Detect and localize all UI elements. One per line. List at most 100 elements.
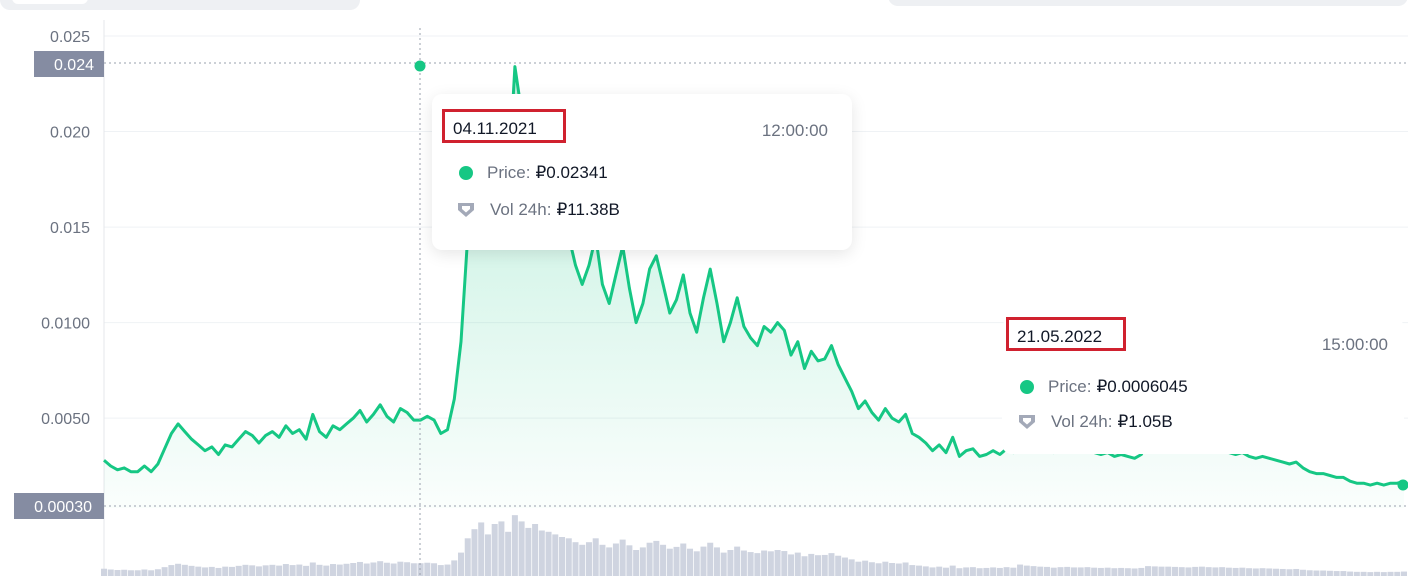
volume-bar	[895, 563, 902, 576]
y-tick-label: 0.0100	[41, 316, 90, 333]
volume-bar	[1374, 571, 1381, 576]
volume-bar	[1077, 567, 1084, 576]
volume-bar	[754, 553, 761, 576]
volume-bar	[1010, 567, 1017, 576]
volume-bar	[673, 546, 680, 576]
volume-bar	[828, 553, 835, 576]
volume-bar	[1097, 567, 1104, 576]
price-area	[104, 66, 1404, 508]
volume-bar	[208, 566, 215, 576]
volume-bar	[464, 538, 471, 576]
volume-label: Vol 24h:	[490, 200, 552, 219]
volume-bar	[1185, 567, 1192, 576]
volume-bar	[1387, 571, 1394, 576]
volume-bar	[1104, 567, 1111, 576]
tooltip-volume-row: Vol 24h: ₽1.05B	[1017, 412, 1173, 432]
volume-bar	[1239, 567, 1246, 576]
volume-bar	[471, 529, 478, 576]
volume-bar	[909, 565, 916, 576]
volume-bar	[188, 565, 195, 576]
volume-bar	[101, 568, 107, 576]
volume-bar	[1299, 569, 1306, 576]
volume-bar	[518, 521, 525, 576]
volume-bar	[983, 567, 990, 576]
hover-point-2[interactable]	[1397, 479, 1408, 491]
volume-bar	[1030, 566, 1037, 576]
volume-bar	[1084, 567, 1091, 576]
volume-bar	[990, 567, 997, 576]
volume-bar	[397, 561, 404, 576]
tooltip-2: 21.05.2022 15:00:00 Price: ₽0.0006045 Vo…	[1002, 317, 1404, 454]
hover-point-1[interactable]	[414, 60, 426, 72]
volume-bar	[1165, 566, 1172, 576]
volume-bar	[1145, 566, 1152, 576]
volume-bar	[862, 560, 869, 576]
volume-bar	[720, 552, 727, 576]
volume-bar	[511, 515, 518, 576]
y-tick-label: 0.015	[50, 220, 90, 237]
volume-bar	[195, 566, 202, 576]
volume-bar	[1394, 571, 1401, 576]
volume-bar	[161, 567, 168, 576]
volume-bar	[1198, 566, 1205, 576]
volume-bar	[767, 551, 774, 576]
volume-bar	[1353, 571, 1360, 576]
volume-bar	[1293, 568, 1300, 576]
volume-bar	[707, 542, 714, 576]
volume-bar	[700, 546, 707, 576]
volume-bar	[814, 555, 821, 576]
volume-bar	[242, 564, 249, 576]
volume-bar	[599, 544, 606, 576]
volume-bar	[761, 550, 768, 576]
volume-bar	[114, 570, 121, 576]
volume-bar	[1158, 566, 1165, 576]
price-dot-icon	[459, 166, 473, 180]
volume-bar	[1286, 569, 1293, 576]
volume-bar	[882, 561, 889, 576]
price-label: Price:	[1048, 377, 1092, 396]
volume-bar	[1246, 568, 1253, 576]
volume-bar	[942, 567, 949, 576]
y-tick-label: 0.025	[50, 29, 90, 46]
volume-bars	[101, 515, 1407, 576]
volume-bar	[572, 542, 579, 576]
volume-bar	[383, 562, 390, 576]
volume-bar	[1131, 568, 1138, 576]
tooltip-time: 12:00:00	[761, 121, 828, 140]
volume-shield-icon	[458, 203, 474, 217]
volume-bar	[1232, 567, 1239, 576]
volume-bar	[868, 562, 875, 576]
volume-bar	[1118, 567, 1125, 576]
volume-bar	[835, 555, 842, 576]
volume-bar	[498, 521, 505, 576]
low-price-badge-text: 0.00030	[34, 499, 92, 516]
volume-bar	[963, 567, 970, 576]
volume-bar	[1050, 567, 1057, 576]
volume-bar	[1023, 565, 1030, 576]
volume-bar	[538, 530, 545, 576]
volume-bar	[747, 552, 754, 576]
volume-bar	[262, 565, 269, 576]
volume-bar	[788, 554, 795, 576]
volume-bar	[107, 569, 114, 576]
volume-bar	[444, 564, 451, 576]
tooltip-volume-row: Vol 24h: ₽11.38B	[456, 200, 620, 220]
toolbar-left-active-tab[interactable]	[12, 0, 88, 4]
volume-bar	[801, 556, 808, 576]
volume-bar	[774, 550, 781, 576]
volume-bar	[1266, 568, 1273, 576]
high-price-badge-text: 0.024	[54, 57, 94, 74]
volume-bar	[478, 522, 485, 576]
volume-bar	[215, 567, 222, 576]
volume-bar	[1367, 572, 1374, 576]
volume-bar	[168, 565, 175, 576]
volume-bar	[781, 551, 788, 576]
volume-bar	[1252, 568, 1259, 576]
volume-bar	[1057, 567, 1064, 576]
volume-bar	[612, 543, 619, 576]
volume-bar	[134, 570, 141, 576]
volume-bar	[121, 569, 128, 576]
volume-bar	[1259, 568, 1266, 576]
volume-bar	[1064, 566, 1071, 576]
